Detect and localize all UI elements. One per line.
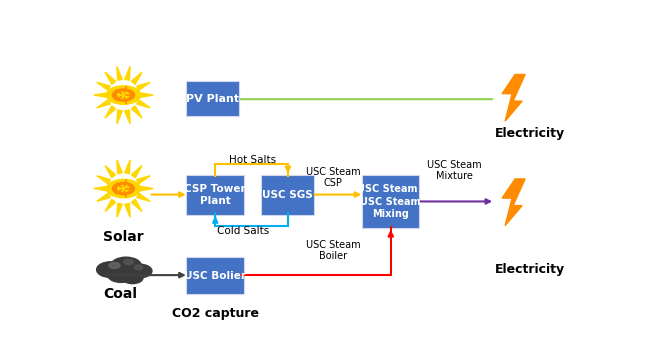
Polygon shape — [131, 199, 142, 212]
Polygon shape — [105, 199, 116, 212]
Text: Cold Salts: Cold Salts — [217, 226, 269, 236]
Text: PV Plant: PV Plant — [186, 94, 239, 104]
Circle shape — [111, 257, 141, 274]
FancyBboxPatch shape — [186, 81, 239, 116]
FancyBboxPatch shape — [186, 175, 244, 215]
Polygon shape — [502, 75, 525, 121]
Text: USC Steam /
USC Steam
Mixing: USC Steam / USC Steam Mixing — [356, 184, 424, 219]
Text: Hot Salts: Hot Salts — [229, 155, 276, 165]
Text: Electricity: Electricity — [494, 127, 565, 140]
Text: USC SGS: USC SGS — [262, 190, 313, 200]
FancyBboxPatch shape — [261, 175, 314, 215]
Polygon shape — [117, 110, 122, 124]
Circle shape — [118, 185, 129, 192]
FancyBboxPatch shape — [362, 175, 419, 228]
Text: USC Steam
Mixture: USC Steam Mixture — [427, 160, 482, 181]
Polygon shape — [137, 82, 150, 90]
Text: Solar: Solar — [104, 230, 144, 243]
Circle shape — [127, 264, 152, 278]
Polygon shape — [105, 72, 116, 84]
Text: USC Bolier: USC Bolier — [184, 271, 246, 281]
Polygon shape — [125, 110, 130, 124]
Polygon shape — [125, 66, 130, 80]
FancyBboxPatch shape — [186, 257, 244, 295]
Circle shape — [135, 265, 143, 270]
Circle shape — [108, 268, 134, 282]
Polygon shape — [137, 100, 150, 108]
Polygon shape — [105, 166, 116, 178]
Polygon shape — [125, 203, 130, 217]
Circle shape — [107, 179, 140, 198]
Polygon shape — [117, 203, 122, 217]
Circle shape — [107, 86, 140, 104]
Circle shape — [124, 259, 133, 265]
Polygon shape — [97, 82, 110, 90]
Polygon shape — [97, 100, 110, 108]
Text: Electricity: Electricity — [494, 263, 565, 276]
Polygon shape — [125, 160, 130, 174]
Text: CSP Tower
Plant: CSP Tower Plant — [184, 183, 246, 206]
Polygon shape — [139, 93, 153, 97]
Polygon shape — [97, 176, 110, 184]
Circle shape — [109, 262, 120, 268]
Circle shape — [118, 92, 129, 98]
Text: USC Steam
Boiler: USC Steam Boiler — [306, 240, 360, 261]
Circle shape — [96, 262, 126, 277]
Polygon shape — [137, 193, 150, 201]
Text: CO2 capture: CO2 capture — [171, 307, 259, 320]
Polygon shape — [131, 166, 142, 178]
Polygon shape — [131, 106, 142, 118]
Polygon shape — [105, 106, 116, 118]
Text: USC Steam
CSP: USC Steam CSP — [306, 167, 360, 188]
Polygon shape — [131, 72, 142, 84]
Circle shape — [113, 89, 135, 101]
Polygon shape — [117, 66, 122, 80]
Polygon shape — [97, 193, 110, 201]
Polygon shape — [94, 93, 107, 97]
Polygon shape — [139, 186, 153, 191]
Polygon shape — [502, 179, 525, 226]
Polygon shape — [117, 160, 122, 174]
Polygon shape — [94, 186, 107, 191]
Circle shape — [122, 272, 143, 283]
Circle shape — [113, 182, 135, 195]
Text: Coal: Coal — [104, 287, 137, 301]
Polygon shape — [137, 176, 150, 184]
